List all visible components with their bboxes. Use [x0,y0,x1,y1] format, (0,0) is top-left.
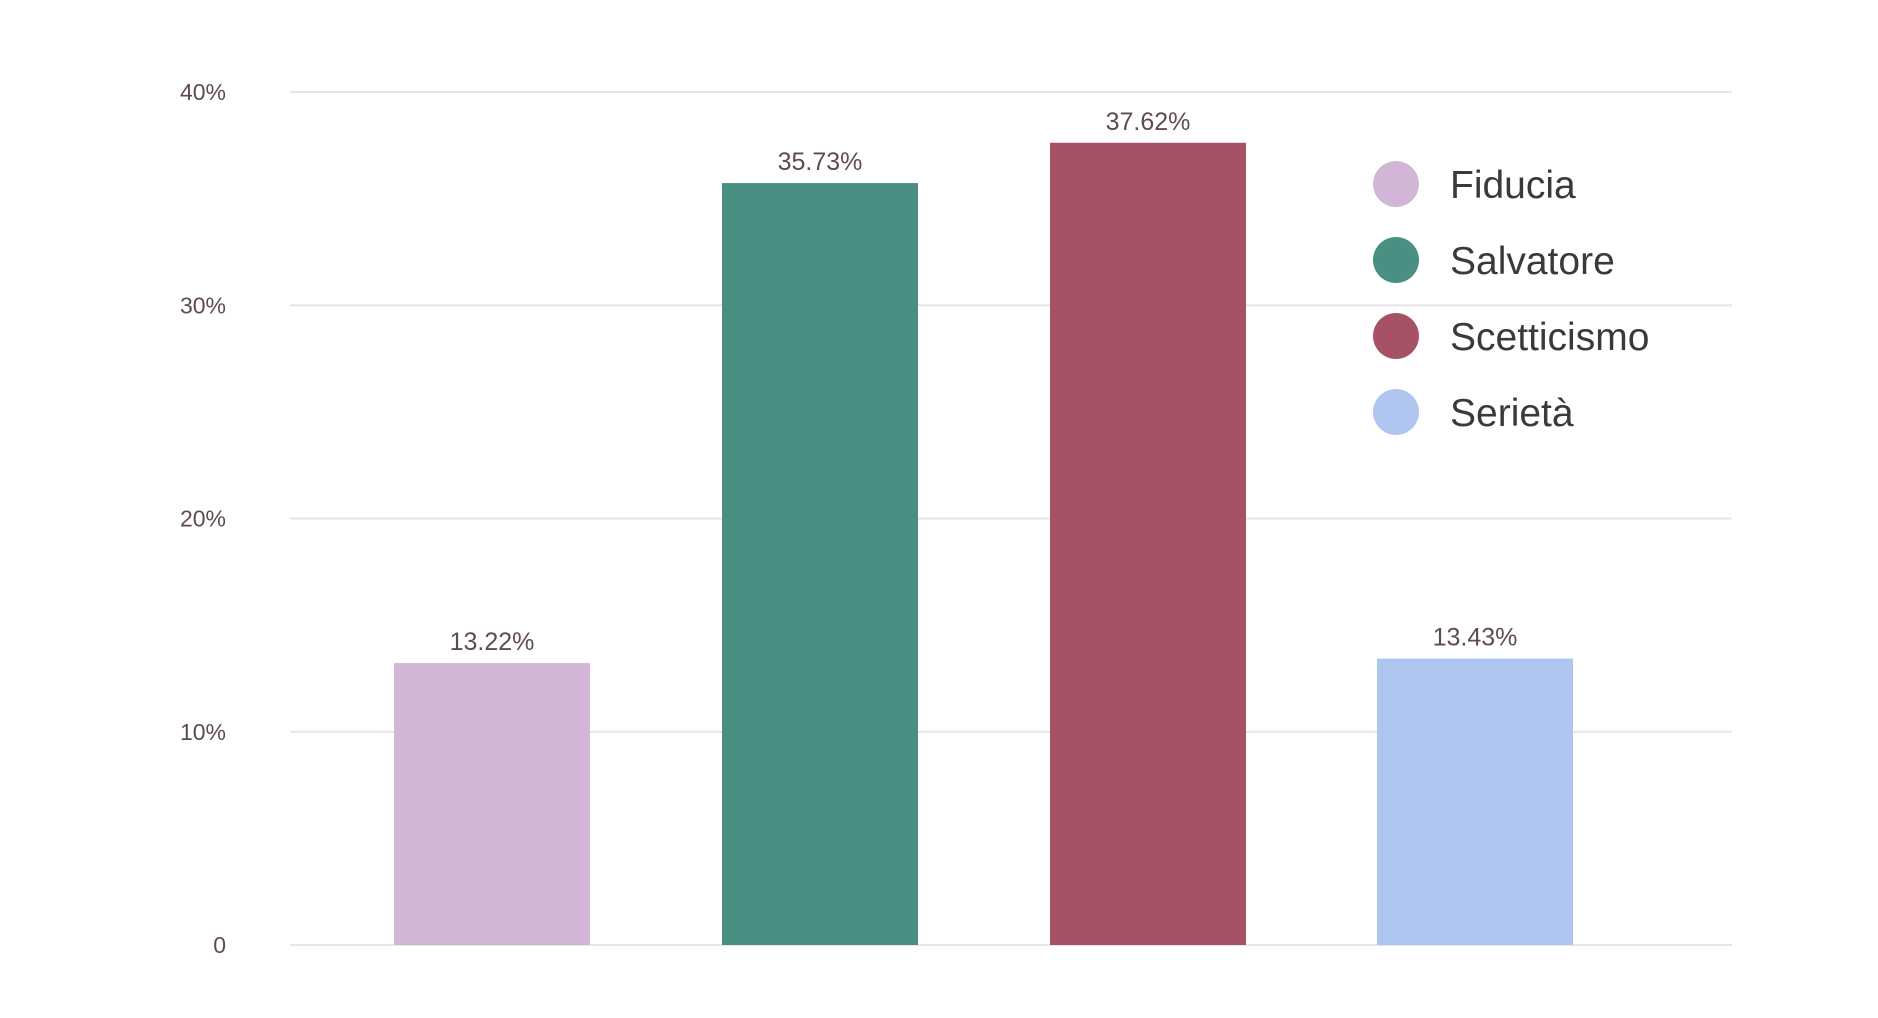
legend-swatch [1373,389,1419,435]
data-labels: 13.22% 35.73% 37.62% 13.43% [450,108,1518,656]
bar-fiducia [394,663,590,945]
legend-swatch [1373,237,1419,283]
legend-label: Serietà [1450,392,1574,435]
legend-swatch [1373,313,1419,359]
y-tick-label: 20% [180,506,226,532]
y-axis-ticks: 0 10% 20% 30% 40% [180,79,226,958]
legend: Fiducia Salvatore Scetticismo Serietà [1373,161,1649,435]
data-label: 13.22% [450,628,535,656]
legend-label: Salvatore [1450,240,1615,283]
data-label: 13.43% [1433,624,1518,652]
bar-salvatore [722,183,918,946]
y-tick-label: 10% [180,719,226,745]
bar-scetticismo [1050,142,1246,946]
y-tick-label: 0 [213,932,226,958]
bars [394,142,1573,946]
y-tick-label: 30% [180,292,226,318]
legend-item-serietà: Serietà [1373,389,1574,435]
legend-item-salvatore: Salvatore [1373,237,1615,283]
legend-item-fiducia: Fiducia [1373,161,1576,207]
legend-swatch [1373,161,1419,207]
data-label: 35.73% [778,148,863,176]
data-label: 37.62% [1106,108,1191,136]
legend-label: Fiducia [1450,164,1576,207]
legend-label: Scetticismo [1450,316,1649,359]
bar-serietà [1377,658,1573,945]
legend-item-scetticismo: Scetticismo [1373,313,1649,359]
y-tick-label: 40% [180,79,226,105]
